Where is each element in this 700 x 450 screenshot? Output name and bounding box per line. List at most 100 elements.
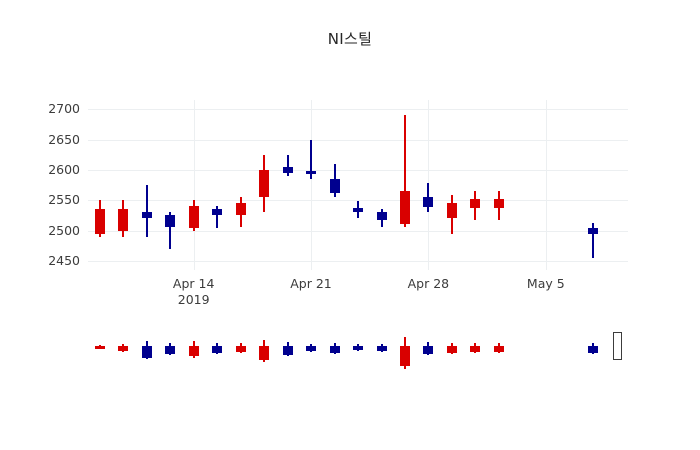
volume-body: [587, 346, 598, 353]
candlestick: [188, 100, 199, 270]
candle-body: [282, 166, 293, 173]
volume-body: [376, 346, 387, 351]
candle-body: [423, 197, 434, 208]
candle-body: [353, 207, 363, 213]
x-axis-tick-label: Apr 21: [290, 276, 332, 291]
candlestick: [259, 100, 270, 270]
volume-body: [235, 346, 246, 353]
candle-body: [94, 209, 105, 234]
candle-wick: [169, 212, 172, 249]
candle-wick: [310, 139, 312, 179]
price-plot-area: [88, 100, 628, 270]
candlestick: [165, 100, 176, 270]
y-axis-tick-2500: 2500: [48, 222, 80, 238]
volume-body: [259, 346, 270, 360]
candle-body: [306, 171, 316, 174]
gridline-horizontal: [88, 200, 628, 202]
x-axis-tick-label: May 5: [526, 276, 565, 291]
volume-bar: [212, 330, 223, 372]
gridline-vertical: [545, 100, 547, 270]
y-axis-tick-labels: 2450 2500 2550 2600 2650 2700: [28, 100, 80, 270]
volume-body: [94, 346, 105, 349]
volume-bar: [188, 330, 199, 372]
candle-body: [188, 206, 199, 228]
x-axis-tick-labels: Apr 14 2019 Apr 21 Apr 28 May 5: [88, 276, 628, 316]
volume-body: [470, 346, 481, 352]
x-axis-tick-label: Apr 14 2019: [172, 276, 215, 307]
candle-body: [212, 209, 223, 216]
volume-bar: [141, 330, 152, 372]
volume-body: [400, 346, 410, 366]
volume-body: [493, 346, 504, 352]
candle-body: [470, 199, 481, 208]
volume-bar: [423, 330, 434, 372]
candlestick: [493, 100, 504, 270]
volume-body: [306, 346, 316, 352]
candle-body: [376, 212, 387, 220]
candle-body: [118, 209, 129, 231]
y-axis-tick-2550: 2550: [48, 192, 80, 208]
y-axis-tick-2600: 2600: [48, 161, 80, 177]
candlestick: [329, 100, 340, 270]
gridline-horizontal: [88, 139, 628, 141]
volume-body: [353, 346, 363, 351]
candle-body: [235, 203, 246, 216]
volume-plot-area: [88, 330, 628, 372]
candle-wick: [404, 115, 406, 228]
volume-bar: [329, 330, 340, 372]
candlestick: [94, 100, 105, 270]
candle-wick: [286, 154, 289, 176]
page-title: NI스틸: [327, 30, 373, 48]
volume-bar: [118, 330, 129, 372]
volume-bar: [259, 330, 270, 372]
volume-bar: [353, 330, 363, 372]
candle-wick: [145, 185, 148, 237]
volume-body: [141, 346, 152, 358]
volume-body: [329, 346, 340, 354]
volume-body: [423, 346, 434, 354]
volume-body: [446, 346, 457, 353]
candlestick: [353, 100, 363, 270]
candle-body: [259, 169, 270, 198]
volume-body: [165, 346, 176, 354]
x-axis-tick-label: Apr 28: [407, 276, 450, 291]
volume-body: [118, 346, 129, 351]
candlestick: [118, 100, 129, 270]
candle-body: [165, 215, 176, 228]
candle-wick: [591, 223, 594, 258]
candlestick: [235, 100, 246, 270]
gridline-horizontal: [88, 169, 628, 171]
volume-body: [282, 346, 293, 355]
candlestick: [282, 100, 293, 270]
candlestick: [376, 100, 387, 270]
volume-bar: [376, 330, 387, 372]
volume-bar: [282, 330, 293, 372]
volume-body: [212, 346, 223, 353]
volume-placeholder-bar: [612, 332, 622, 360]
candle-body: [587, 227, 598, 234]
volume-bar: [94, 330, 105, 372]
gridline-vertical: [193, 100, 195, 270]
volume-bar: [306, 330, 316, 372]
candle-body: [329, 178, 340, 193]
candlestick: [446, 100, 457, 270]
candle-body: [400, 191, 410, 225]
candle-body: [446, 203, 457, 219]
candle-wick: [216, 206, 219, 228]
volume-bar: [587, 330, 598, 372]
y-axis-tick-2700: 2700: [48, 101, 80, 117]
volume-body: [188, 346, 199, 357]
candlestick: [423, 100, 434, 270]
volume-bar: [165, 330, 176, 372]
candle-body: [493, 199, 504, 208]
gridline-horizontal: [88, 109, 628, 111]
volume-bar: [235, 330, 246, 372]
candlestick: [306, 100, 316, 270]
candlestick: [212, 100, 223, 270]
candlestick: [470, 100, 481, 270]
candle-body: [141, 212, 152, 219]
y-axis-tick-2650: 2650: [48, 131, 80, 147]
gridline-horizontal: [88, 260, 628, 262]
candlestick: [587, 100, 598, 270]
